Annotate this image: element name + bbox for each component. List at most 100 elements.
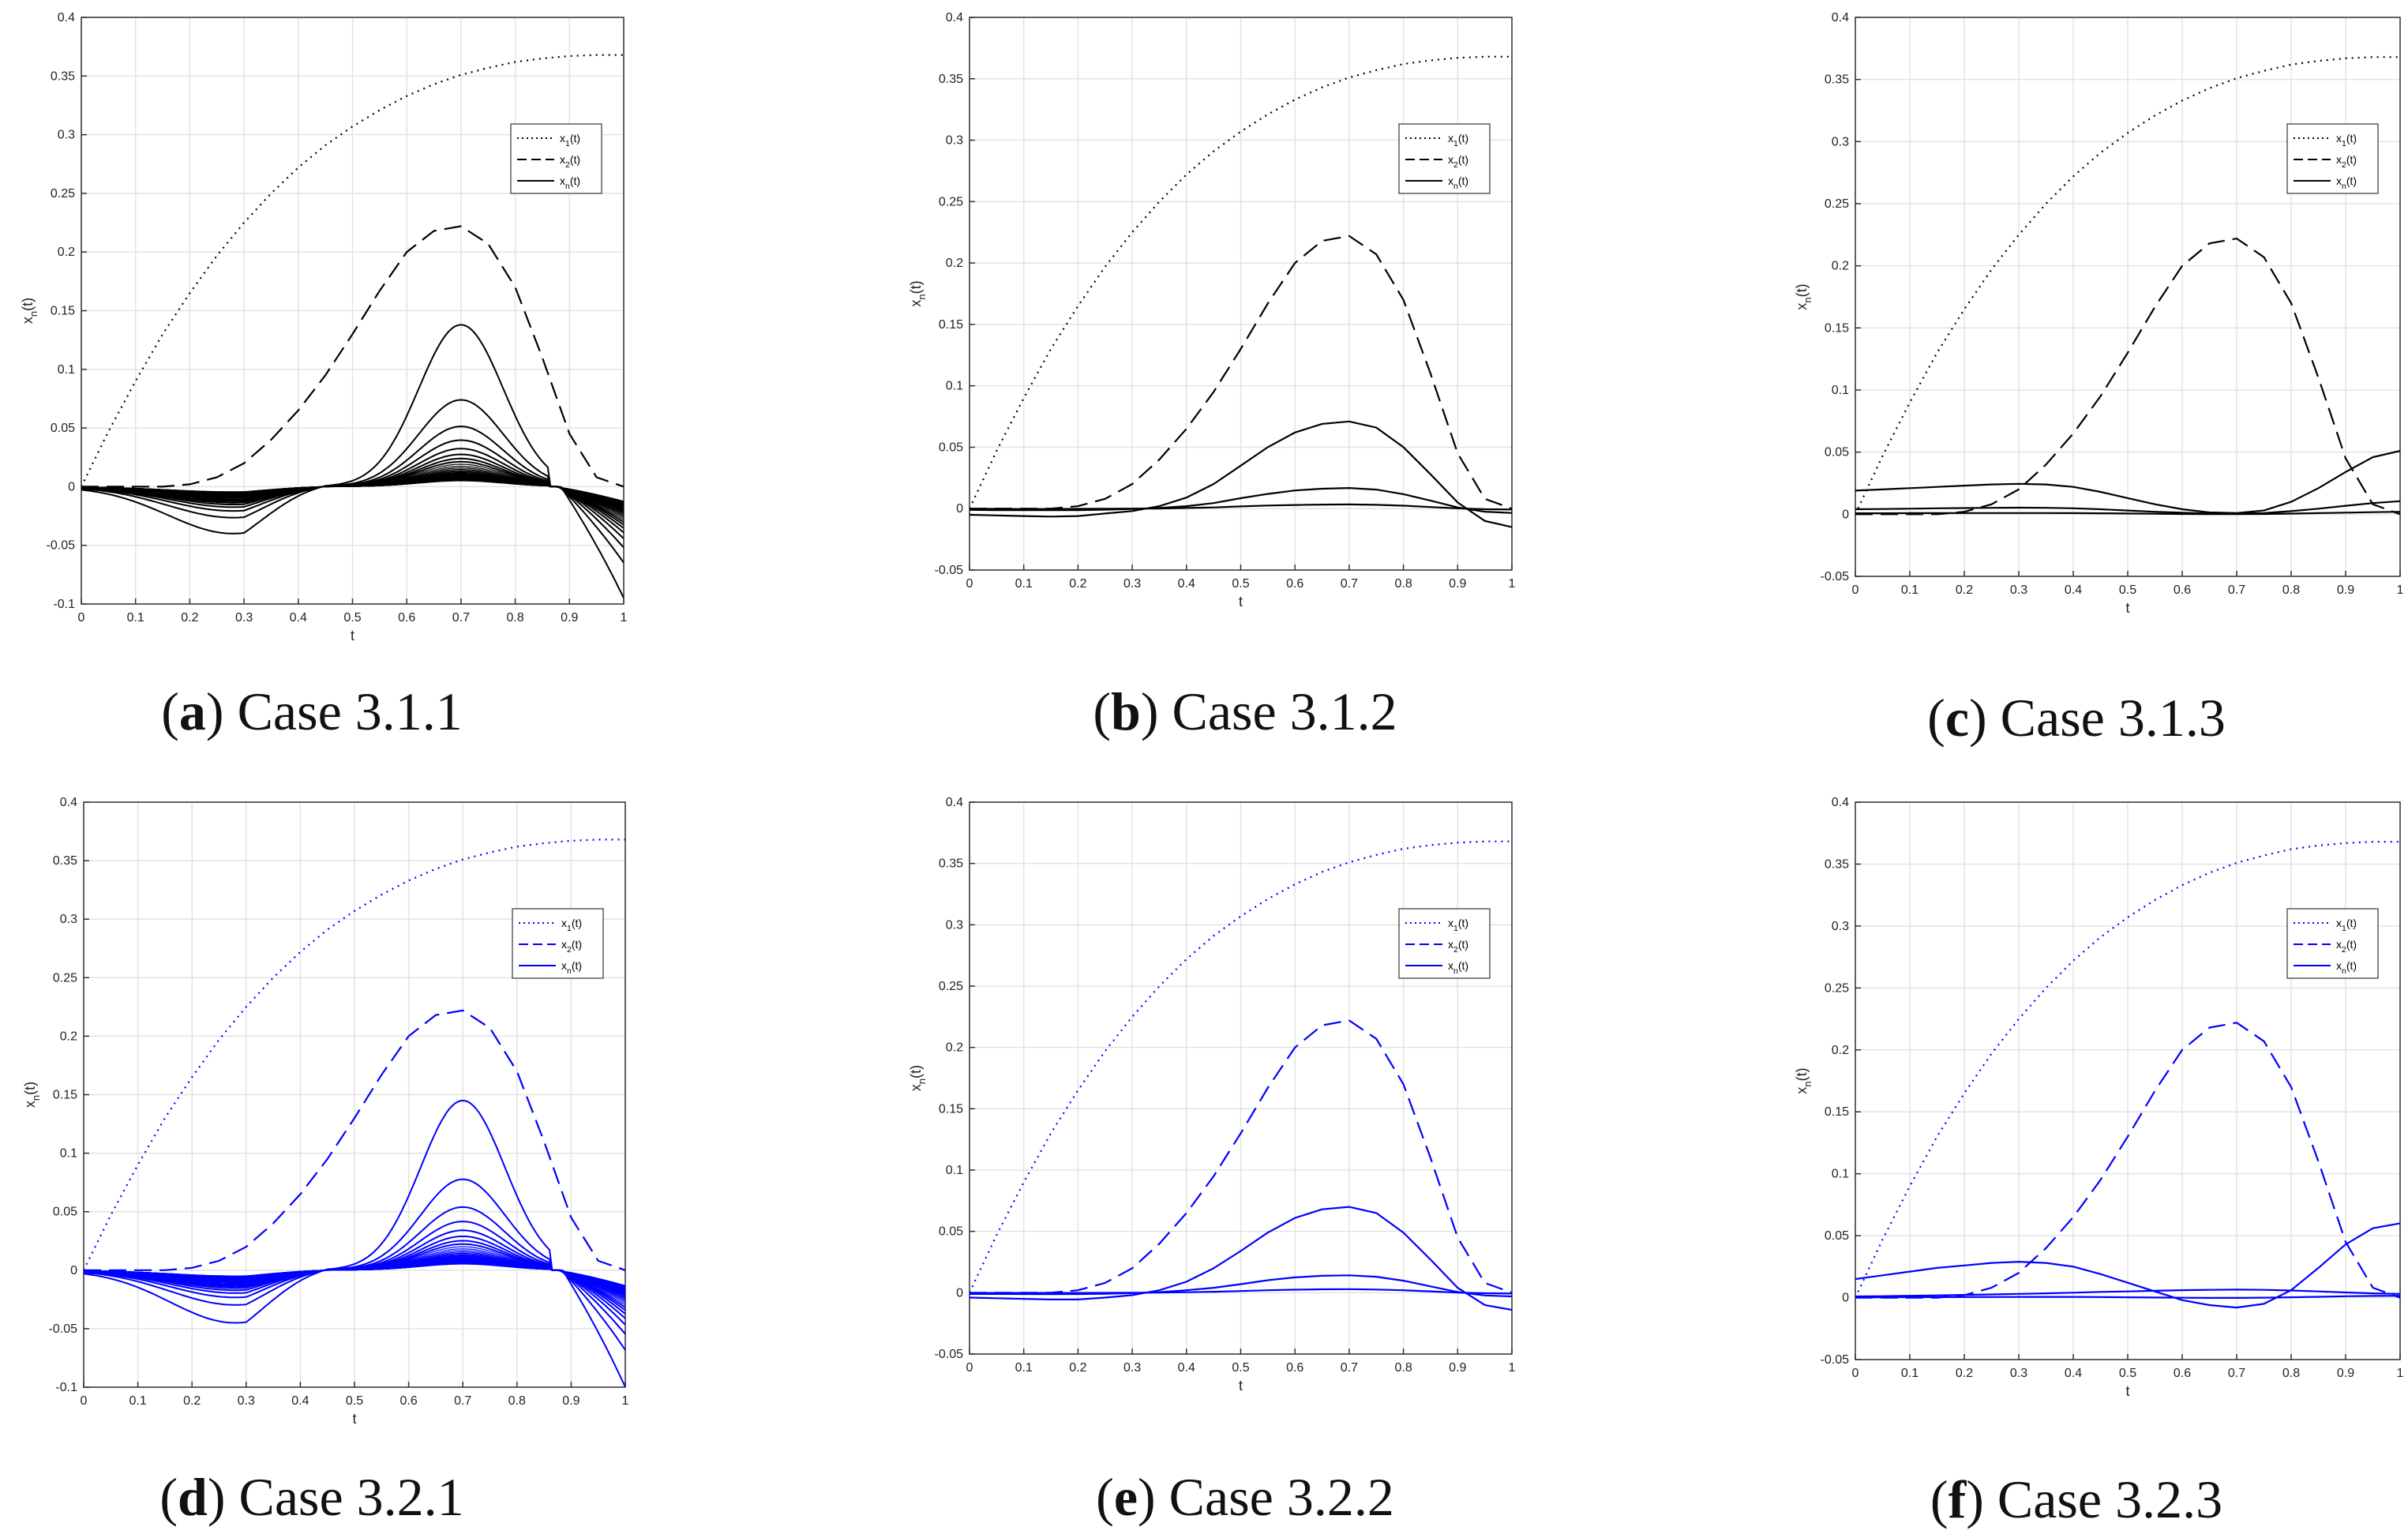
plot-area <box>81 54 624 598</box>
series-xn-t-1-line <box>1855 1222 2400 1309</box>
series-x2-t--line <box>970 1019 1512 1294</box>
y-tick-label: 0.1 <box>1832 384 1849 397</box>
x-tick-label: 0.1 <box>1901 1367 1919 1380</box>
y-tick-label: 0.1 <box>1832 1168 1849 1181</box>
y-tick-label: 0.15 <box>939 318 963 332</box>
chart-f: 0 0.1 0.2 0.3 0.4 0.5 0.6 0.7 0.8 0.9 1-0.0500.050… <box>1794 796 2404 1399</box>
x-tick-label: 0.7 <box>452 611 470 625</box>
x-tick-label: 0.1 <box>1015 1361 1033 1375</box>
y-tick-label: -0.1 <box>55 1381 77 1394</box>
caption-d: (d) Case 3.2.1 <box>159 1467 464 1527</box>
legend-label: x1(t) <box>2336 917 2357 933</box>
y-tick-label: 0 <box>1842 1292 1849 1305</box>
y-tick-label: 0.25 <box>1825 981 1849 995</box>
y-axis-label: xn(t) <box>908 1065 928 1091</box>
legend-label: x2(t) <box>1448 938 1468 955</box>
x-tick-label: 0.9 <box>1449 577 1466 591</box>
x-tick-label: 0.3 <box>238 1394 255 1408</box>
x-tick-label: 0.8 <box>508 1394 526 1408</box>
y-axis-label-group: xn(t) <box>20 298 39 324</box>
legend: x1(t) x2(t) xn(t) <box>1398 908 1491 979</box>
legend: x1(t) x2(t) xn(t) <box>2286 123 2379 194</box>
y-tick-label: 0.15 <box>1825 321 1849 335</box>
legend-label: x2(t) <box>2336 153 2357 170</box>
series-xn-t-2-line <box>1855 1289 2400 1298</box>
legend-label: xn(t) <box>1448 959 1468 976</box>
series-xn-t-1-line <box>970 420 1512 528</box>
x-tick-label: 0 <box>966 577 973 591</box>
chart-b: 0 0.1 0.2 0.3 0.4 0.5 0.6 0.7 0.8 0.9 1-0.0500.050… <box>908 11 1516 610</box>
y-tick-label: 0.2 <box>60 1030 77 1043</box>
legend-label: x2(t) <box>2336 938 2357 955</box>
y-tick-label: 0.4 <box>946 11 963 24</box>
chart-e: 0 0.1 0.2 0.3 0.4 0.5 0.6 0.7 0.8 0.9 1-0.0500.050… <box>908 796 1516 1394</box>
series-x1-t--line <box>970 840 1512 1293</box>
x-tick-label: 0.1 <box>1901 583 1919 597</box>
series-x1-t--line <box>970 55 1512 509</box>
series-xn-t-2-line <box>970 486 1512 514</box>
plot-area <box>970 840 1512 1311</box>
y-tick-label: 0 <box>1842 508 1849 521</box>
y-axis-label-group: xn(t) <box>1794 1067 1814 1093</box>
x-axis-label: t <box>2125 1383 2129 1399</box>
legend-label: xn(t) <box>2336 174 2357 191</box>
y-tick-label: 0.35 <box>939 857 963 871</box>
series-x1-t--line <box>84 838 625 1271</box>
x-tick-label: 0.2 <box>1069 1361 1086 1375</box>
x-tick-label: 0.4 <box>2065 583 2082 597</box>
x-tick-label: 0 <box>966 1361 973 1375</box>
legend-label: x1(t) <box>561 917 582 933</box>
x-tick-label: 1 <box>622 1394 629 1408</box>
y-tick-label: 0.05 <box>1825 1229 1849 1243</box>
series-xn-curve <box>84 1178 625 1351</box>
x-tick-label: 0.5 <box>1232 577 1249 591</box>
chart-a: 0 0.1 0.2 0.3 0.4 0.5 0.6 0.7 0.8 0.9 1 -0.1 -0.05 0 0… <box>20 11 628 643</box>
y-axis-label: xn(t) <box>1794 1067 1814 1093</box>
plot-area <box>1855 841 2400 1309</box>
y-tick-label: 0.15 <box>51 305 75 318</box>
series-x2-t--line <box>81 225 624 488</box>
x-tick-label: 0.3 <box>1123 1361 1141 1375</box>
y-tick-label: 0 <box>70 1264 77 1277</box>
series-x1-t--line <box>81 54 624 487</box>
plot-area <box>970 55 1512 528</box>
x-tick-label: 0.6 <box>399 1394 417 1408</box>
series-xn-t-3-line <box>970 1288 1512 1295</box>
caption-f: (f) Case 3.2.3 <box>1930 1469 2223 1529</box>
y-axis-label-group: xn(t) <box>22 1082 42 1108</box>
y-tick-label: 0.15 <box>53 1089 77 1102</box>
y-tick-label: 0.1 <box>58 363 75 377</box>
x-tick-label: 0.3 <box>2010 1367 2027 1380</box>
y-tick-label: 0.35 <box>51 69 75 83</box>
caption-e: (e) Case 3.2.2 <box>1096 1467 1394 1527</box>
y-tick-label: 0.15 <box>1825 1105 1849 1119</box>
x-tick-label: 0.1 <box>129 1394 146 1408</box>
x-tick-label: 0.5 <box>2119 583 2136 597</box>
x-tick-label: 0.2 <box>1956 1367 1973 1380</box>
y-tick-label: 0.4 <box>58 11 75 24</box>
x-tick-label: 0.2 <box>1956 583 1973 597</box>
x-tick-label: 0.6 <box>398 611 415 625</box>
series-xn-t-3-line <box>1855 1295 2400 1299</box>
x-tick-label: 0.6 <box>2174 583 2191 597</box>
x-tick-label: 1 <box>1509 577 1516 591</box>
y-tick-label: -0.05 <box>1821 1353 1850 1367</box>
y-tick-label: 0.3 <box>1832 135 1849 148</box>
y-axis-label: xn(t) <box>1794 283 1814 309</box>
x-tick-label: 0.7 <box>454 1394 471 1408</box>
x-tick-label: 0 <box>1852 583 1859 597</box>
legend-label: x2(t) <box>561 938 582 955</box>
series-x2-t--line <box>84 1009 625 1271</box>
series-xn-curve <box>84 1263 625 1286</box>
x-tick-label: 0.9 <box>1449 1361 1466 1375</box>
series-xn-t-3-line <box>970 503 1512 511</box>
plot-area <box>84 838 625 1387</box>
y-tick-label: 0.25 <box>51 187 75 201</box>
x-tick-label: 0.7 <box>1341 577 1358 591</box>
y-tick-label: 0.35 <box>1825 73 1849 87</box>
y-tick-label: 0.1 <box>946 380 963 393</box>
x-tick-label: 0.8 <box>1394 577 1412 591</box>
y-tick-label: -0.05 <box>935 564 964 577</box>
y-axis-label: xn(t) <box>22 1082 42 1108</box>
